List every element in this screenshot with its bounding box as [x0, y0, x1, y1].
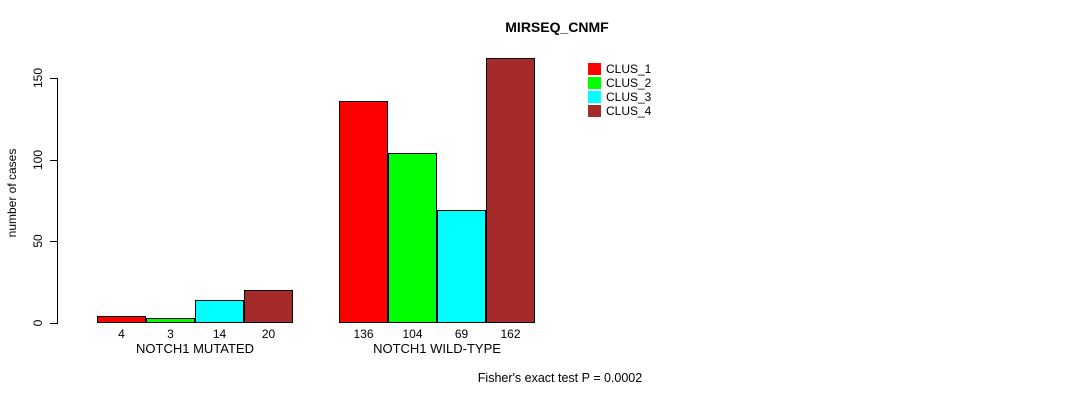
legend-row-clus_2: CLUS_2 — [588, 76, 651, 90]
bar-clus_4-1 — [244, 290, 293, 323]
bar-value-label: 14 — [212, 327, 227, 341]
group-label-2: NOTCH1 WILD-TYPE — [373, 341, 501, 356]
bar-value-label: 136 — [353, 327, 374, 341]
bar-clus_3-2 — [437, 210, 486, 323]
y-axis-tick-label: 50 — [31, 234, 45, 248]
legend: CLUS_1 CLUS_2 CLUS_3 CLUS_4 — [588, 62, 651, 118]
legend-label: CLUS_4 — [606, 104, 652, 118]
y-axis-tick — [50, 241, 57, 242]
y-axis-tick — [50, 160, 57, 161]
legend-label: CLUS_1 — [606, 62, 652, 76]
y-axis-tick-label: 0 — [31, 319, 45, 327]
y-axis-tick — [50, 323, 57, 324]
legend-swatch-clus_2 — [588, 77, 601, 89]
bar-value-label: 4 — [118, 327, 125, 341]
legend-label: CLUS_3 — [606, 90, 652, 104]
bar-clus_1-2 — [339, 101, 388, 323]
legend-swatch-clus_3 — [588, 91, 601, 103]
annotation-text: Fisher's exact test P = 0.0002 — [477, 371, 643, 385]
bar-clus_4-2 — [486, 58, 535, 323]
bar-clus_1-1 — [97, 316, 146, 323]
y-axis-tick-label: 150 — [31, 67, 45, 89]
y-axis-label: number of cases — [5, 148, 19, 238]
bar-value-label: 162 — [500, 327, 521, 341]
chart-title: MIRSEQ_CNMF — [505, 19, 609, 35]
legend-label: CLUS_2 — [606, 76, 652, 90]
legend-row-clus_4: CLUS_4 — [588, 104, 651, 118]
bar-value-label: 69 — [454, 327, 469, 341]
bar-clus_3-1 — [195, 300, 244, 323]
legend-row-clus_3: CLUS_3 — [588, 90, 651, 104]
bar-value-label: 3 — [167, 327, 174, 341]
bar-value-label: 104 — [402, 327, 423, 341]
y-axis-tick-label: 100 — [31, 149, 45, 171]
y-axis-line — [57, 78, 58, 324]
bar-clus_2-1 — [146, 318, 195, 323]
bar-value-label: 20 — [261, 327, 276, 341]
legend-swatch-clus_4 — [588, 105, 601, 117]
legend-row-clus_1: CLUS_1 — [588, 62, 651, 76]
legend-swatch-clus_1 — [588, 63, 601, 75]
group-label-1: NOTCH1 MUTATED — [136, 341, 254, 356]
bar-clus_2-2 — [388, 153, 437, 323]
y-axis-tick — [50, 78, 57, 79]
